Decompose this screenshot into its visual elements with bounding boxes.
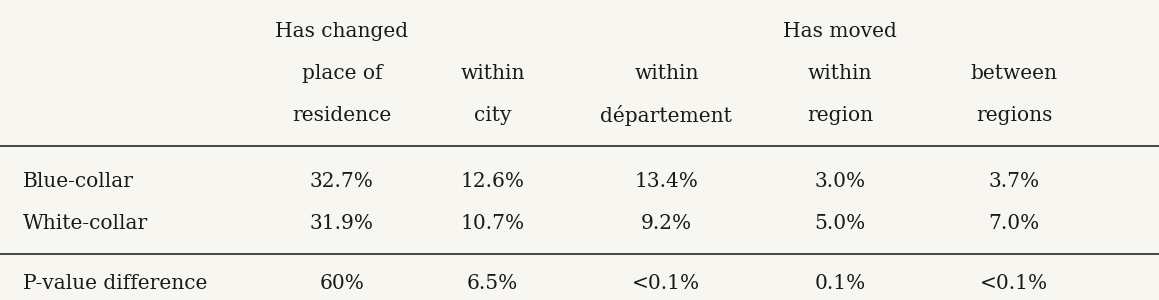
Text: within: within [460, 64, 525, 83]
Text: 31.9%: 31.9% [309, 214, 374, 233]
Text: 3.7%: 3.7% [989, 172, 1040, 191]
Text: Blue-collar: Blue-collar [23, 172, 134, 191]
Text: residence: residence [292, 106, 392, 125]
Text: within: within [634, 64, 699, 83]
Text: P-value difference: P-value difference [23, 274, 207, 293]
Text: region: region [807, 106, 874, 125]
Text: place of: place of [301, 64, 382, 83]
Text: city: city [474, 106, 511, 125]
Text: 60%: 60% [320, 274, 364, 293]
Text: regions: regions [976, 106, 1052, 125]
Text: département: département [600, 105, 732, 126]
Text: 9.2%: 9.2% [641, 214, 692, 233]
Text: 13.4%: 13.4% [634, 172, 699, 191]
Text: Has changed: Has changed [276, 22, 408, 41]
Text: White-collar: White-collar [23, 214, 148, 233]
Text: 6.5%: 6.5% [467, 274, 518, 293]
Text: <0.1%: <0.1% [981, 274, 1048, 293]
Text: 7.0%: 7.0% [989, 214, 1040, 233]
Text: 3.0%: 3.0% [815, 172, 866, 191]
Text: between: between [970, 64, 1058, 83]
Text: 10.7%: 10.7% [460, 214, 525, 233]
Text: 12.6%: 12.6% [460, 172, 525, 191]
Text: 32.7%: 32.7% [309, 172, 374, 191]
Text: within: within [808, 64, 873, 83]
Text: 5.0%: 5.0% [815, 214, 866, 233]
Text: Has moved: Has moved [783, 22, 897, 41]
Text: <0.1%: <0.1% [633, 274, 700, 293]
Text: 0.1%: 0.1% [815, 274, 866, 293]
